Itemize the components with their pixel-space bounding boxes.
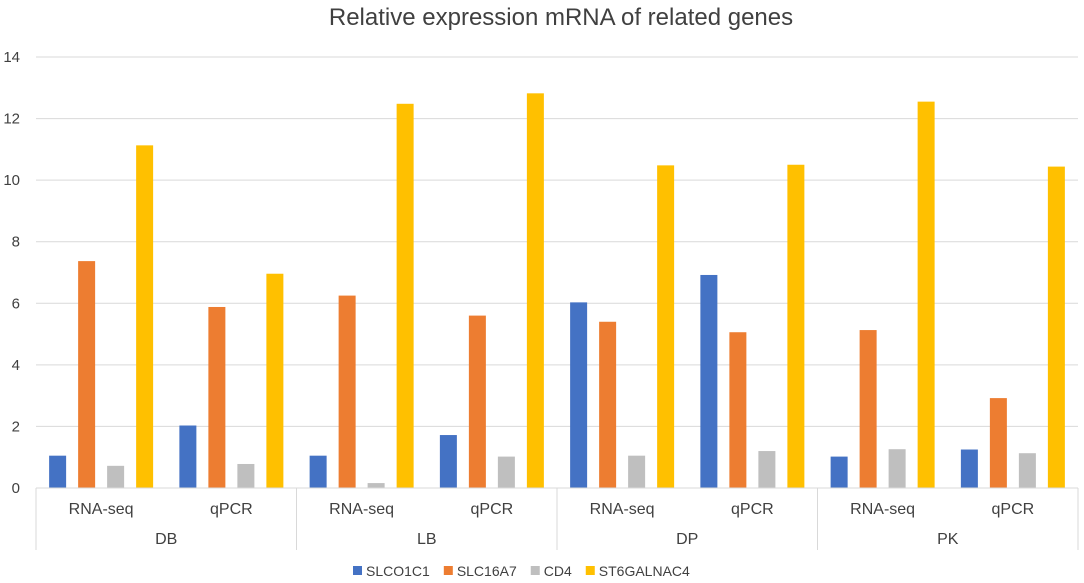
category-label: RNA-seq — [590, 501, 655, 518]
bar-slc16a7-4 — [599, 321, 617, 488]
bar-cd4-5 — [758, 451, 776, 488]
bar-cd4-2 — [367, 483, 385, 488]
bar-slco1c1-2 — [309, 455, 327, 488]
legend-swatch-slco1c1 — [353, 566, 362, 575]
legend: SLCO1C1 SLC16A7 CD4 ST6GALNAC4 — [353, 563, 690, 579]
bar-slc16a7-2 — [338, 295, 356, 488]
bar-st6galnac4-4 — [657, 165, 675, 488]
y-tick-label: 10 — [3, 172, 20, 189]
bar-slc16a7-0 — [78, 261, 96, 488]
bar-slco1c1-6 — [830, 456, 848, 488]
bar-cd4-4 — [628, 455, 646, 488]
legend-swatch-cd4 — [530, 566, 540, 575]
bar-slc16a7-7 — [989, 398, 1007, 488]
bar-cd4-6 — [888, 449, 906, 488]
bar-slc16a7-1 — [208, 306, 226, 488]
bar-slc16a7-5 — [729, 332, 747, 488]
y-tick-label: 0 — [12, 480, 20, 497]
category-label: RNA-seq — [69, 501, 134, 518]
y-tick-label: 4 — [12, 357, 20, 374]
bar-slc16a7-3 — [468, 315, 486, 488]
category-label: RNA-seq — [329, 501, 394, 518]
group-label: DB — [155, 531, 177, 548]
chart-title: Relative expression mRNA of related gene… — [329, 4, 793, 31]
bar-st6galnac4-3 — [526, 93, 544, 488]
y-tick-label: 8 — [12, 234, 20, 251]
bar-st6galnac4-2 — [396, 103, 414, 489]
bar-cd4-3 — [497, 456, 515, 488]
bar-st6galnac4-7 — [1047, 166, 1065, 488]
bar-st6galnac4-1 — [266, 273, 284, 488]
bar-st6galnac4-6 — [917, 101, 935, 488]
bar-slco1c1-0 — [49, 455, 67, 488]
y-tick-label: 14 — [3, 49, 20, 66]
category-label: qPCR — [731, 501, 774, 518]
bar-slco1c1-3 — [439, 435, 457, 488]
y-tick-label: 12 — [3, 111, 20, 128]
group-label: LB — [417, 531, 437, 548]
y-axis: 0 2 4 6 8 10 12 14 — [3, 49, 20, 497]
group-label: DP — [676, 531, 698, 548]
legend-swatch-st6galnac4 — [585, 566, 595, 575]
x-axis: RNA-seq qPCR RNA-seq qPCR RNA-seq qPCR RNA-seq… — [35, 487, 1079, 550]
y-tick-label: 2 — [12, 418, 20, 435]
bars — [49, 93, 1065, 489]
category-label: qPCR — [210, 501, 253, 518]
group-label: PK — [937, 531, 959, 548]
legend-label: SLC16A7 — [457, 563, 517, 579]
legend-label: SLCO1C1 — [366, 563, 430, 579]
category-label: RNA-seq — [850, 501, 915, 518]
legend-swatch-slc16a7 — [443, 566, 453, 575]
bar-st6galnac4-0 — [136, 145, 154, 489]
category-label: qPCR — [992, 501, 1035, 518]
bar-slc16a7-6 — [859, 330, 877, 488]
category-label: qPCR — [471, 501, 514, 518]
bar-st6galnac4-5 — [787, 164, 805, 488]
y-tick-label: 6 — [12, 295, 20, 312]
bar-slco1c1-5 — [700, 274, 718, 488]
legend-label: ST6GALNAC4 — [599, 563, 690, 579]
legend-label: CD4 — [544, 563, 572, 579]
bar-cd4-1 — [237, 463, 255, 488]
bar-cd4-7 — [1018, 453, 1036, 488]
bar-cd4-0 — [107, 465, 125, 488]
bar-slco1c1-7 — [960, 449, 978, 488]
bar-slco1c1-1 — [179, 425, 197, 488]
bar-slco1c1-4 — [570, 302, 588, 488]
